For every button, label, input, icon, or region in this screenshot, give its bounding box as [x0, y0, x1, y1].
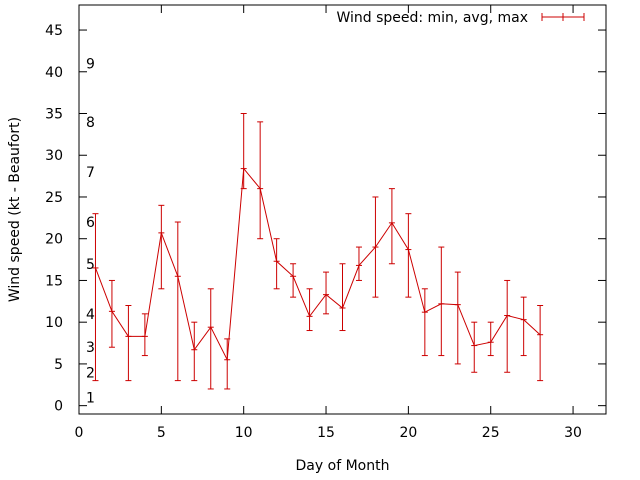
beaufort-label: 9 [86, 56, 95, 72]
legend-label: Wind speed: min, avg, max [336, 10, 528, 26]
legend: Wind speed: min, avg, max [336, 10, 585, 26]
y-tick-label: 0 [54, 399, 63, 415]
x-axis-label: Day of Month [296, 458, 390, 474]
series-wind-speed [92, 113, 544, 390]
beaufort-label: 3 [86, 340, 95, 356]
beaufort-label: 5 [86, 257, 95, 273]
y-tick-label: 35 [45, 107, 63, 123]
plot-border [78, 4, 607, 415]
x-tick-label: 10 [235, 425, 253, 441]
beaufort-label: 7 [86, 165, 95, 181]
beaufort-label: 4 [86, 307, 95, 323]
x-tick-label: 30 [564, 425, 582, 441]
y-axis-label: Wind speed (kt - Beaufort) [7, 117, 23, 302]
series-avg-line [95, 167, 541, 362]
y-tick-label: 30 [45, 148, 63, 164]
x-tick-label: 15 [317, 425, 335, 441]
y-tick-label: 45 [45, 23, 63, 39]
y-tick-label: 20 [45, 232, 63, 248]
beaufort-label: 8 [86, 115, 95, 131]
beaufort-label: 2 [86, 365, 95, 381]
beaufort-label: 6 [86, 215, 95, 231]
y-tick-label: 10 [45, 315, 63, 331]
x-tick-label: 25 [482, 425, 500, 441]
y-tick-label: 5 [54, 357, 63, 373]
y-tick-label: 40 [45, 65, 63, 81]
x-tick-label: 5 [157, 425, 166, 441]
y-tick-label: 15 [45, 273, 63, 289]
y-tick-label: 25 [45, 190, 63, 206]
x-tick-label: 0 [75, 425, 84, 441]
x-tick-label: 20 [399, 425, 417, 441]
beaufort-scale-labels: 1 2 3 4 5 6 7 8 9 [86, 56, 95, 406]
beaufort-label: 1 [86, 390, 95, 406]
